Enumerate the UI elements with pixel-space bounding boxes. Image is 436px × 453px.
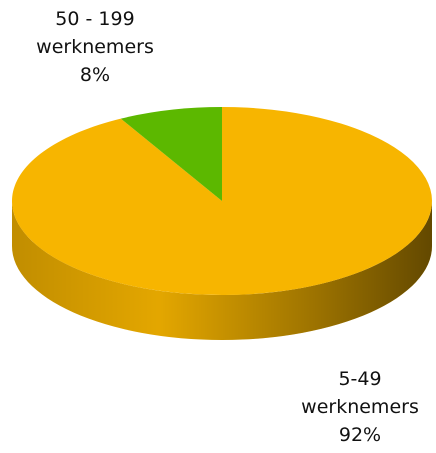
side-shade bbox=[12, 201, 432, 340]
value-label: 92% bbox=[338, 424, 382, 446]
value-label: 8% bbox=[79, 64, 111, 86]
category-label: 5-49 werknemers bbox=[301, 368, 419, 418]
slice bbox=[120, 107, 222, 201]
slice-label: 5-49 werknemers 92% bbox=[285, 365, 435, 449]
category-label: 50 - 199 werknemers bbox=[36, 8, 154, 58]
slice-label: 50 - 199 werknemers 8% bbox=[20, 5, 170, 89]
slice bbox=[12, 107, 433, 295]
